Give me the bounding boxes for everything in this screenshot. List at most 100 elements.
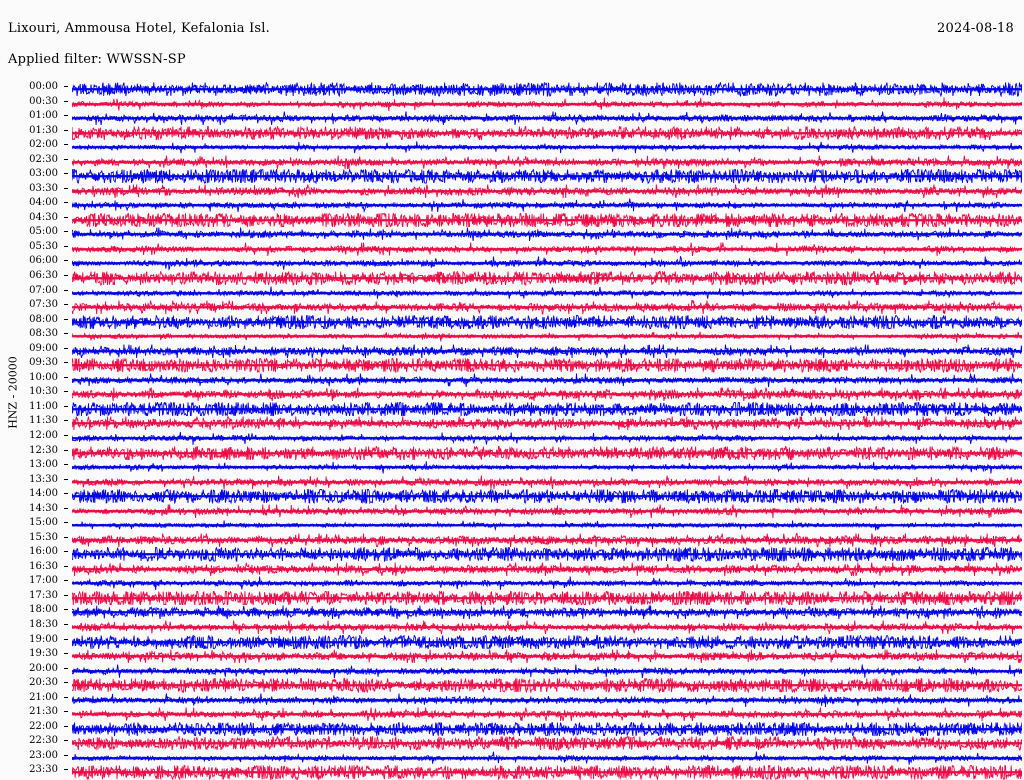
trace-row: 18:00 (0, 605, 1024, 620)
row-time-label: 12:00 (29, 429, 58, 441)
row-axis-tick (64, 231, 68, 233)
trace-row: 05:30 (0, 240, 1024, 257)
trace-row: 23:30 (0, 765, 1024, 780)
seismic-trace (72, 387, 1022, 402)
row-axis-tick (64, 551, 68, 553)
row-time-label: 22:30 (29, 735, 58, 747)
row-time-label: 17:30 (29, 589, 58, 601)
page-title: Lixouri, Ammousa Hotel, Kefalonia Isl. (8, 21, 270, 36)
row-time-label: 03:00 (29, 168, 58, 180)
row-time-label: 01:30 (29, 124, 58, 136)
row-time-label: 07:30 (29, 299, 58, 311)
row-time-label: 19:30 (29, 648, 58, 660)
trace-row: 22:00 (0, 721, 1024, 737)
seismic-trace (72, 155, 1022, 170)
row-time-label: 01:00 (29, 110, 58, 122)
trace-row: 05:00 (0, 227, 1024, 242)
trace-row: 20:30 (0, 678, 1024, 693)
seismic-trace (72, 300, 1022, 315)
trace-row: 17:00 (0, 576, 1024, 591)
seismic-trace (72, 169, 1022, 184)
seismic-trace (72, 489, 1022, 504)
row-axis-tick (64, 144, 68, 146)
trace-row: 08:00 (0, 314, 1024, 330)
trace-row: 04:00 (0, 198, 1024, 213)
seismic-trace (72, 315, 1022, 330)
row-axis-tick (64, 464, 68, 466)
seismic-trace (72, 82, 1022, 97)
seismic-trace (72, 576, 1022, 591)
trace-row: 18:30 (0, 618, 1024, 635)
seismic-trace (72, 693, 1022, 708)
row-axis-tick (64, 347, 68, 349)
seismic-trace (72, 431, 1022, 446)
seismic-trace (72, 504, 1022, 519)
row-time-label: 00:00 (29, 81, 58, 92)
seismic-trace (72, 271, 1022, 286)
seismic-trace (72, 547, 1022, 562)
trace-row: 11:30 (0, 416, 1024, 431)
row-axis-tick (64, 667, 68, 669)
trace-row: 16:30 (0, 561, 1024, 577)
trace-row: 14:00 (0, 489, 1024, 504)
row-time-label: 16:00 (29, 546, 58, 558)
row-axis-tick (64, 129, 68, 131)
row-time-label: 23:00 (29, 749, 58, 761)
row-axis-tick (64, 434, 68, 436)
row-time-label: 07:00 (29, 284, 58, 296)
row-axis-tick (64, 711, 68, 713)
trace-row: 06:30 (0, 271, 1024, 286)
row-axis-tick (64, 289, 68, 291)
row-axis-tick (64, 275, 68, 277)
row-axis-tick (64, 609, 68, 611)
row-axis-tick (64, 158, 68, 160)
row-axis-tick (64, 682, 68, 684)
row-time-label: 10:00 (29, 371, 58, 383)
seismic-trace (72, 591, 1022, 606)
trace-row: 23:00 (0, 749, 1024, 766)
seismic-trace (72, 111, 1022, 126)
row-axis-tick (64, 260, 68, 262)
seismic-trace (72, 358, 1022, 373)
row-time-label: 18:30 (29, 618, 58, 630)
seismic-trace (72, 765, 1022, 780)
row-time-label: 14:30 (29, 502, 58, 514)
row-time-label: 06:00 (29, 255, 58, 267)
row-axis-tick (64, 333, 68, 335)
seismic-trace (72, 373, 1022, 388)
trace-row: 13:00 (0, 460, 1024, 475)
seismic-trace (72, 286, 1022, 301)
row-axis-tick (64, 507, 68, 509)
row-axis-tick (64, 696, 68, 698)
row-axis-tick (64, 216, 68, 218)
trace-row: 19:30 (0, 649, 1024, 664)
row-axis-tick (64, 391, 68, 393)
trace-row: 07:30 (0, 300, 1024, 315)
trace-row: 00:30 (0, 96, 1024, 112)
trace-row: 09:00 (0, 343, 1024, 359)
trace-row: 08:30 (0, 329, 1024, 344)
row-axis-tick (64, 100, 68, 102)
seismic-trace (72, 562, 1022, 577)
row-time-label: 09:30 (29, 357, 58, 369)
seismic-trace (72, 416, 1022, 431)
seismic-trace (72, 518, 1022, 533)
trace-row: 04:30 (0, 212, 1024, 228)
trace-row: 03:30 (0, 182, 1024, 199)
row-time-label: 21:00 (29, 691, 58, 703)
row-time-label: 05:30 (29, 240, 58, 252)
row-time-label: 11:00 (29, 400, 58, 412)
row-time-label: 20:30 (29, 677, 58, 689)
row-time-label: 13:30 (29, 473, 58, 485)
row-time-label: 21:30 (29, 706, 58, 718)
trace-row: 12:30 (0, 445, 1024, 461)
row-axis-tick (64, 173, 68, 175)
seismic-trace (72, 533, 1022, 548)
seismic-trace (72, 227, 1022, 242)
seismic-trace (72, 736, 1022, 751)
row-time-label: 04:00 (29, 197, 58, 209)
row-time-label: 03:30 (29, 182, 58, 194)
seismic-trace (72, 605, 1022, 620)
row-time-label: 10:30 (29, 386, 58, 398)
